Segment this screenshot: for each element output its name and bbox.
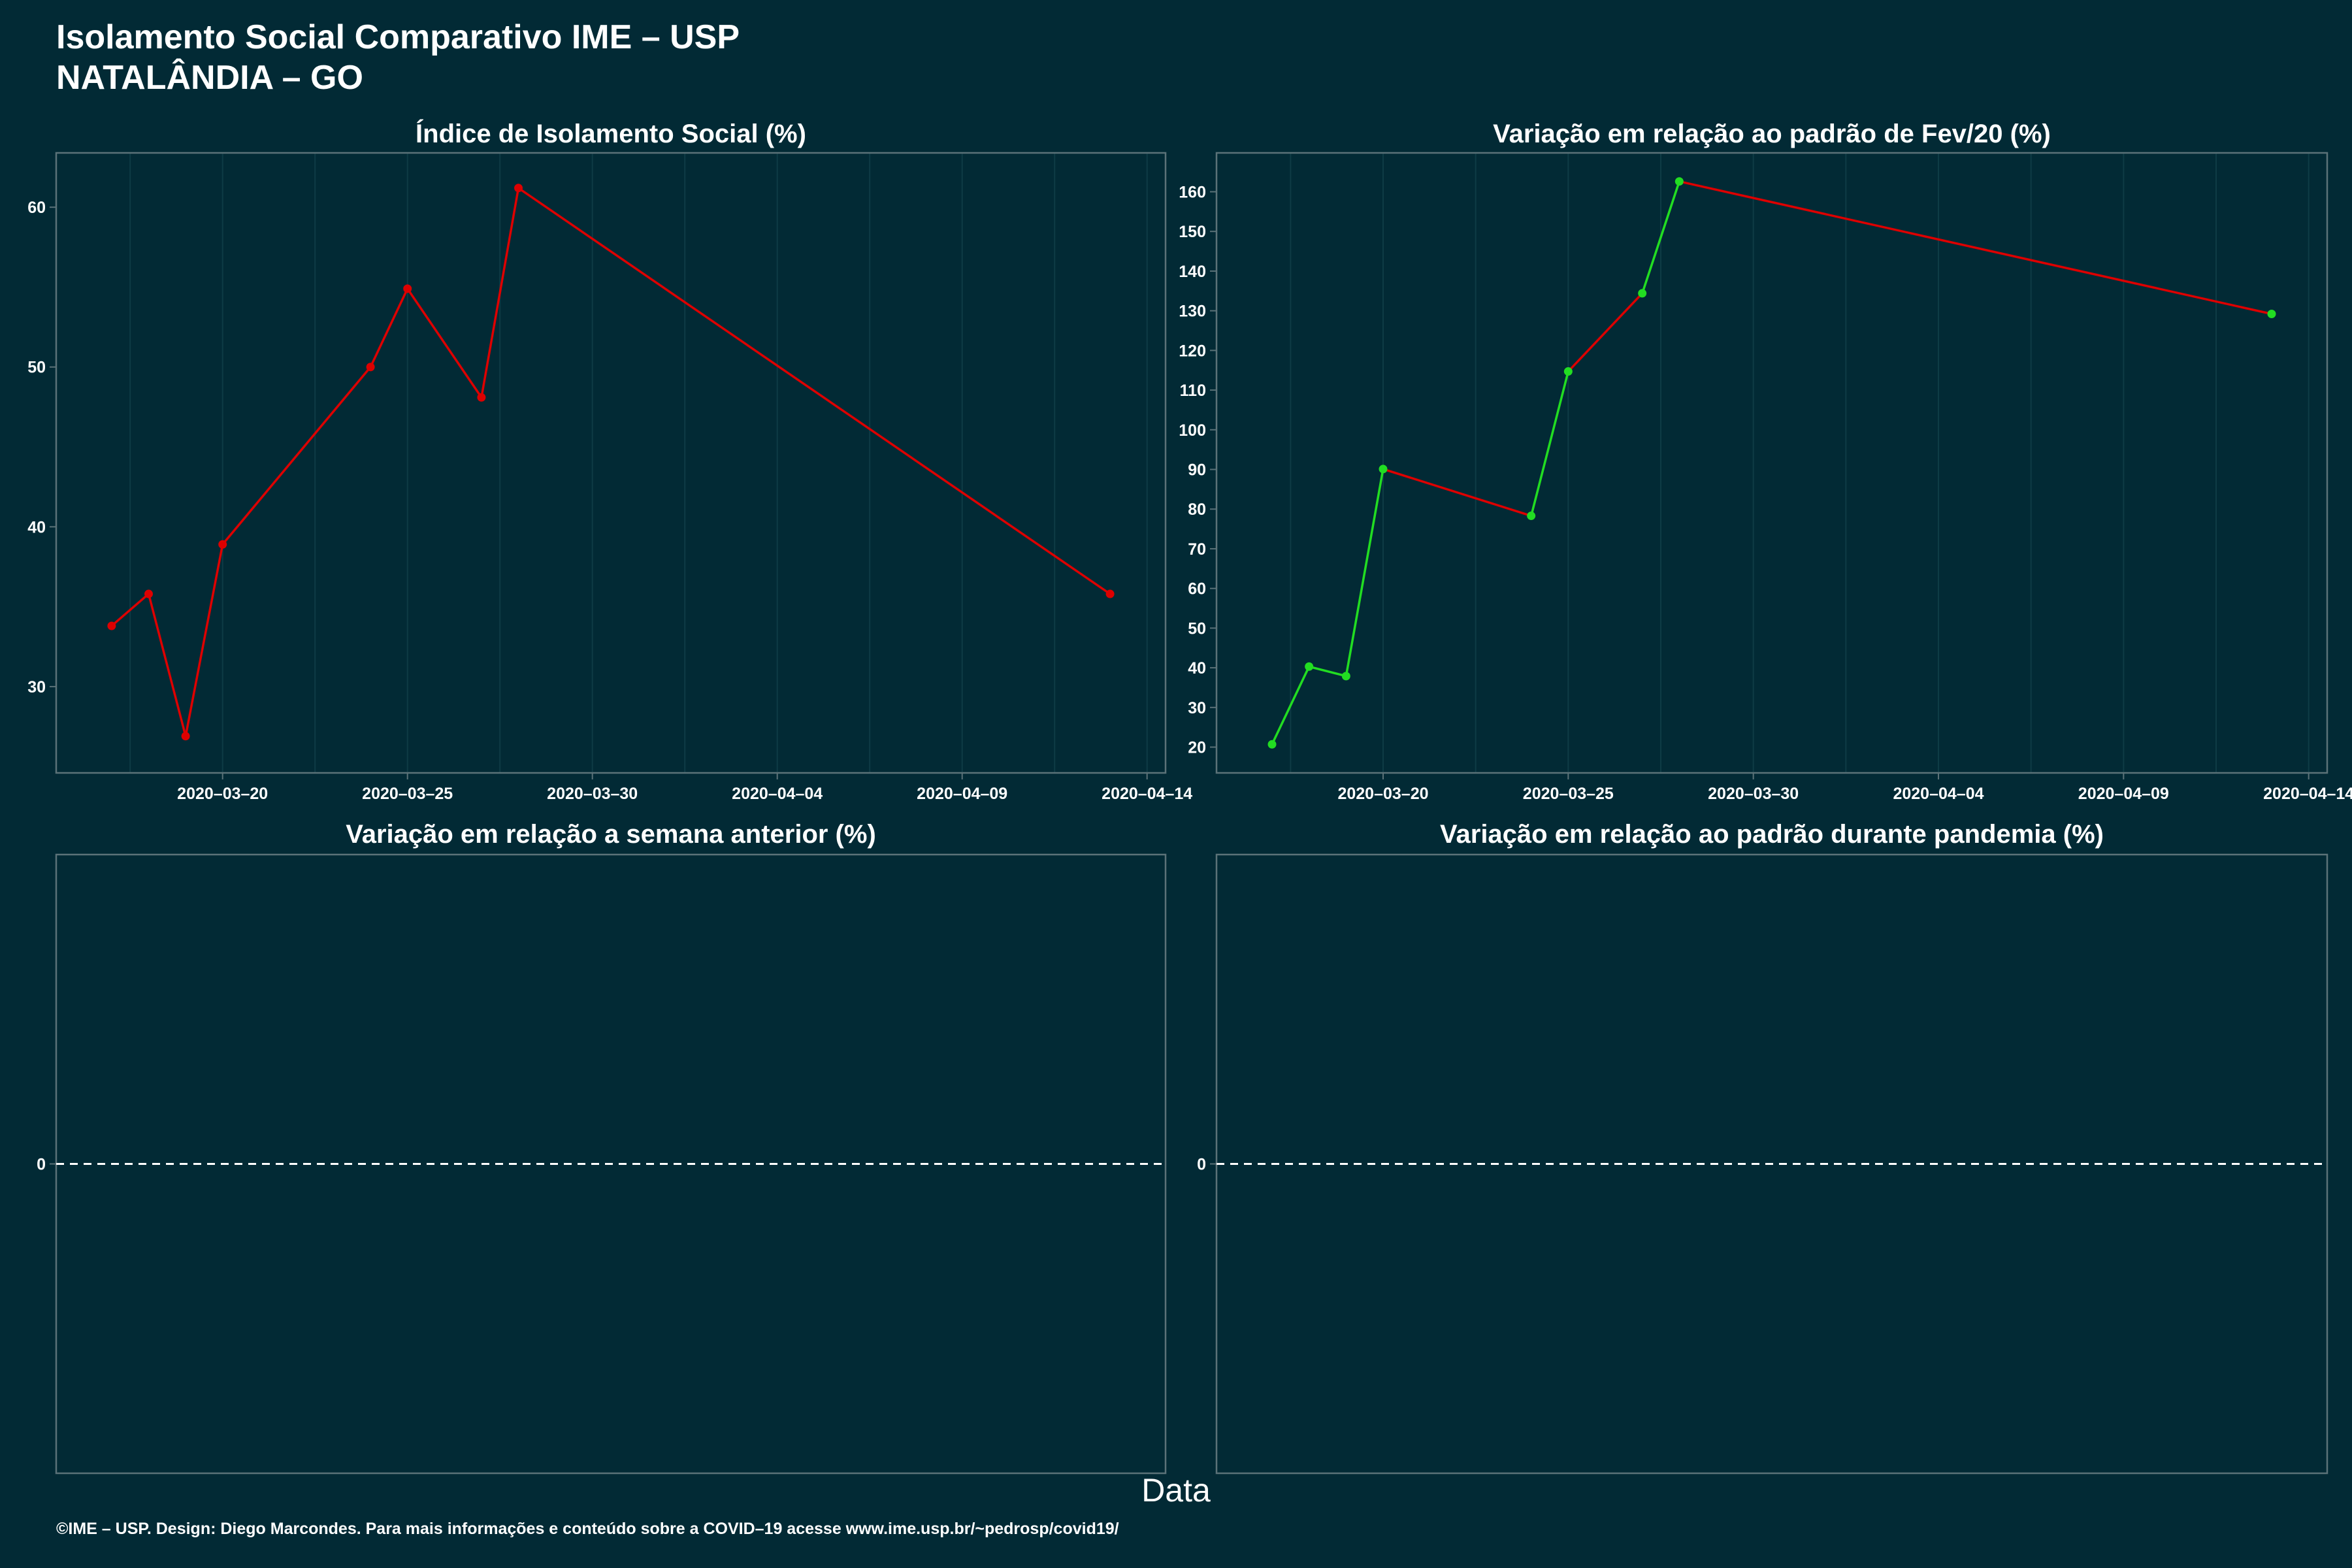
panel2-xtick-label: 2020–04–09 [2078,785,2169,803]
panel1-ytick-label: 40 [27,518,46,536]
panel2-point [1638,289,1647,298]
panel1-point [514,184,523,193]
figure-title-line1: Isolamento Social Comparativo IME – USP [56,18,740,56]
panel2-point [1305,662,1314,671]
panel1-ytick-label: 60 [27,199,46,217]
panel2-ytick-label: 110 [1180,382,1206,400]
panel1-segment [110,593,150,627]
panel2-segment [1382,468,1533,517]
panel1-segment [147,593,187,738]
panel1-xtick-label: 2020–04–09 [917,785,1007,803]
panel2-point [2267,310,2276,319]
panel1-xtick-label: 2020–03–20 [177,785,268,803]
panel2-segment [1307,665,1348,678]
panel2-ytick-label: 50 [1188,619,1206,638]
panel2-point [1341,672,1350,681]
panel1-point [477,393,486,402]
panel1-point [181,732,190,741]
panel2-xtick-label: 2020–04–14 [2263,785,2352,803]
panel2-ytick-label: 80 [1188,500,1206,519]
panel4-ytick-label: 0 [1197,1156,1206,1174]
panel2-title: Variação em relação ao padrão de Fev/20 … [1493,120,2051,148]
panel1-segment [184,543,224,738]
panel2-point [1379,465,1388,474]
panel1-point [218,540,227,549]
panel2-xtick-label: 2020–03–20 [1337,785,1428,803]
panel2-ytick-label: 120 [1179,342,1206,360]
panel1-point [366,363,375,372]
panel2-ytick-label: 130 [1179,302,1206,321]
panel2-xtick-label: 2020–04–04 [1893,785,1984,803]
panel2-border [1215,152,2328,774]
panel1-point [1105,589,1115,598]
panel2-ytick-label: 60 [1188,580,1206,598]
panel1-xtick-label: 2020–03–30 [547,785,638,803]
panel2-segment [1567,292,1644,373]
panel1-point [403,284,412,293]
panel4-title: Variação em relação ao padrão durante pa… [1440,820,2104,849]
panel1-title: Índice de Isolamento Social (%) [416,119,806,148]
footer-credit: ©IME – USP. Design: Diego Marcondes. Par… [56,1520,1119,1538]
panel2-segment [1641,180,1681,295]
panel2-ytick-label: 30 [1188,699,1206,717]
panel2-segment [1678,180,2273,316]
panel2-point [1563,367,1573,376]
figure-title: Isolamento Social Comparativo IME – USP … [56,17,740,98]
panel2-ytick-label: 90 [1188,461,1206,480]
panel2-point [1674,177,1684,186]
panel1-point [107,621,116,630]
panel1-xtick-label: 2020–04–14 [1102,785,1192,803]
panel2-segment [1271,665,1311,746]
panel1-xtick-label: 2020–03–25 [362,785,453,803]
panel2-segment [1345,468,1384,678]
panel1-segment [517,187,1111,595]
panel2-ytick-label: 160 [1179,184,1206,202]
panel1-xtick-label: 2020–04–04 [732,785,823,803]
panel2-segment [1529,370,1570,517]
panel2-ytick-label: 70 [1188,540,1206,559]
panel1-segment [406,287,483,399]
panel2-point [1267,740,1277,749]
panel1-point [144,589,153,598]
panel2-xtick-label: 2020–03–30 [1708,785,1799,803]
panel3-title: Variação em relação a semana anterior (%… [346,820,876,849]
panel1-segment [221,365,372,546]
panel2-ytick-label: 100 [1179,421,1206,440]
figure-title-line2: NATALÂNDIA – GO [56,59,363,97]
panel3-ytick-label: 0 [37,1156,46,1174]
panel2-xtick-label: 2020–03–25 [1523,785,1614,803]
panel1-ytick-label: 50 [27,359,46,377]
panel2-ytick-label: 150 [1179,223,1206,241]
panel2-ytick-label: 20 [1188,739,1206,757]
panel1-ytick-label: 30 [27,678,46,696]
panel2-point [1527,512,1536,521]
panel1-segment [480,187,520,399]
panel2-ytick-label: 40 [1188,659,1206,678]
x-axis-label: Data [1141,1472,1211,1509]
panel1-segment [369,287,409,368]
panel1-border [55,152,1167,774]
panel2-ytick-label: 140 [1179,263,1206,281]
